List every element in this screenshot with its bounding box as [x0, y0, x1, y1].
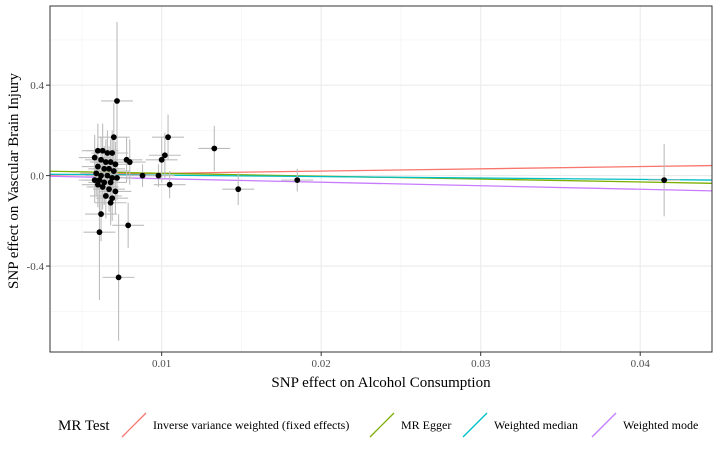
data-point	[109, 195, 116, 202]
data-point	[294, 177, 301, 184]
data-point	[102, 159, 109, 165]
data-point	[102, 193, 109, 199]
data-point	[96, 177, 103, 184]
x-axis-label: SNP effect on Alcohol Consumption	[271, 375, 491, 391]
x-tick-label: 0.02	[312, 358, 331, 370]
data-point	[112, 188, 119, 195]
data-point	[94, 181, 101, 188]
data-point	[235, 186, 242, 193]
data-point	[98, 172, 104, 179]
data-point	[661, 177, 668, 184]
data-point	[98, 211, 104, 217]
data-point	[158, 156, 165, 163]
data-point	[91, 177, 98, 184]
legend-key	[462, 412, 488, 438]
axis-ticks: 0.01 0.02 0.03 0.04 -0.4 0.0 0.4	[27, 80, 651, 370]
data-point	[114, 174, 120, 181]
data-points	[91, 98, 668, 281]
data-point	[114, 98, 120, 104]
data-point	[93, 170, 100, 177]
data-point	[109, 150, 116, 156]
data-point	[161, 152, 168, 159]
x-tick-label: 0.04	[631, 358, 651, 370]
legend-key	[121, 412, 147, 438]
data-point	[94, 163, 101, 170]
data-point	[126, 159, 133, 165]
legend-label: MR Egger	[401, 418, 451, 432]
data-point	[139, 172, 146, 179]
data-point	[211, 145, 218, 152]
data-point	[101, 165, 108, 172]
legend-key	[369, 412, 395, 438]
data-point	[104, 172, 111, 179]
legend-title: MR Test	[58, 418, 110, 434]
data-point	[107, 199, 114, 206]
legend-key	[591, 412, 617, 438]
y-tick-label: 0.0	[30, 171, 44, 183]
data-point	[106, 165, 112, 172]
y-tick-label: 0.4	[30, 80, 44, 92]
data-point	[115, 274, 122, 281]
regression-line	[49, 175, 713, 192]
data-point	[165, 134, 171, 141]
data-point	[166, 181, 173, 188]
legend-label: Inverse variance weighted (fixed effects…	[153, 418, 349, 432]
y-tick-label: -0.4	[27, 261, 45, 273]
data-point	[96, 229, 103, 236]
data-point	[99, 184, 106, 190]
data-point	[91, 154, 98, 161]
data-point	[155, 172, 162, 179]
legend: MR Test Inverse variance weighted (fixed…	[58, 412, 698, 438]
data-point	[104, 150, 111, 156]
data-point	[125, 222, 132, 229]
data-point	[112, 161, 119, 168]
x-tick-label: 0.01	[152, 358, 171, 370]
legend-label: Weighted mode	[623, 418, 698, 432]
panel-border	[49, 5, 713, 353]
y-axis-label: SNP effect on Vascular Brain Injury	[6, 73, 22, 289]
data-point	[106, 186, 112, 193]
data-point	[110, 168, 117, 174]
x-tick-label: 0.03	[471, 358, 491, 370]
data-point	[94, 147, 101, 154]
data-point	[107, 159, 114, 165]
data-point	[109, 174, 116, 181]
data-point	[107, 179, 114, 186]
data-point	[99, 147, 106, 154]
data-point	[98, 156, 104, 163]
data-point	[101, 179, 108, 186]
data-point	[110, 134, 117, 141]
legend-label: Weighted median	[494, 418, 578, 432]
